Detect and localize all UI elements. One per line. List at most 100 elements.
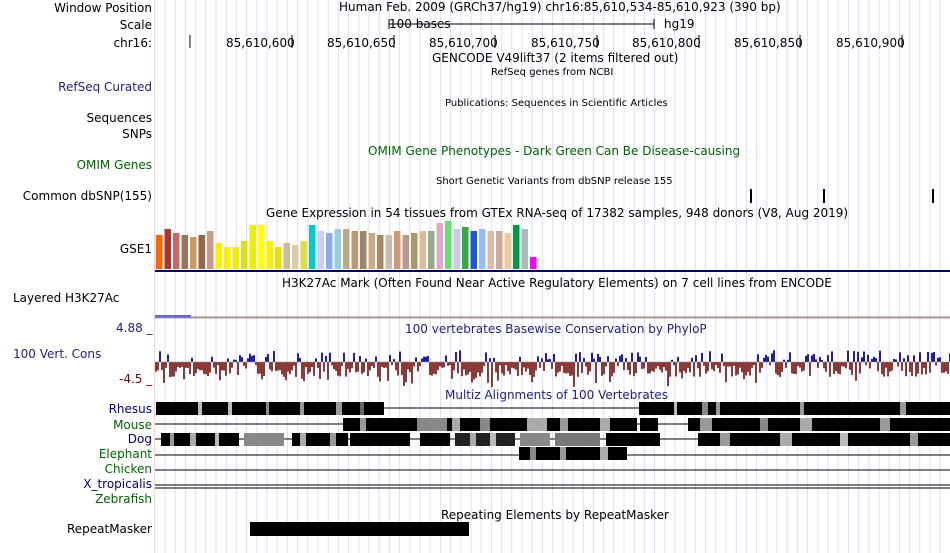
- phylop-neg-bar: [199, 362, 201, 371]
- species-label-mouse[interactable]: Mouse: [113, 418, 152, 432]
- phylop-pos-bar: [425, 356, 427, 362]
- phylop-neg-bar: [417, 362, 419, 372]
- phylop-neg-bar: [303, 362, 305, 382]
- phylop-pos-bar: [671, 359, 673, 362]
- phylop-neg-bar: [477, 362, 479, 373]
- repeat-label[interactable]: RepeatMasker: [66, 522, 152, 536]
- phylop-pos-bar: [459, 350, 461, 362]
- phylop-neg-bar: [565, 362, 567, 374]
- phylop-neg-bar: [689, 362, 691, 373]
- phylop-neg-bar: [869, 362, 871, 369]
- alignment-gap-rhesus: [674, 402, 677, 415]
- alignment-block-dog: [455, 433, 515, 446]
- alignment-gap-mouse: [452, 418, 460, 431]
- snp-mark: [750, 189, 752, 203]
- phylop-pos-bar: [913, 355, 915, 362]
- phylop-pos-bar: [239, 355, 241, 362]
- phylop-neg-bar: [411, 362, 413, 384]
- phylop-neg-bar: [419, 362, 421, 367]
- phylop-neg-bar: [921, 362, 923, 375]
- phylop-neg-bar: [777, 362, 779, 376]
- phylop-neg-bar: [897, 362, 899, 367]
- phylop-neg-bar: [725, 362, 727, 383]
- phylop-neg-bar: [471, 362, 473, 383]
- phylop-neg-bar: [585, 362, 587, 367]
- gtex-bar: [513, 225, 520, 269]
- phylop-pos-bar: [879, 350, 881, 362]
- species-label-rhesus[interactable]: Rhesus: [108, 402, 152, 416]
- phylop-neg-bar: [647, 362, 649, 374]
- phylop-neg-bar: [225, 362, 227, 376]
- alignment-gap-dog: [470, 433, 476, 446]
- phylop-neg-bar: [577, 362, 579, 377]
- gtex-bar: [300, 241, 307, 269]
- phylop-neg-bar: [277, 362, 279, 371]
- grid-lines: [164, 0, 941, 553]
- species-label-dog[interactable]: Dog: [127, 432, 152, 446]
- species-label-zebrafish[interactable]: Zebrafish: [95, 492, 152, 506]
- phylop-neg-bar: [407, 362, 409, 370]
- phylop-pos-bar: [853, 351, 855, 362]
- phylop-pos-bar: [575, 353, 577, 362]
- phylop-pos-bar: [321, 352, 323, 362]
- phylop-neg-bar: [347, 362, 349, 369]
- phylop-neg-bar: [551, 362, 553, 369]
- phylop-neg-bar: [533, 362, 535, 377]
- phylop-neg-bar: [889, 362, 891, 372]
- scale-label: Scale: [119, 18, 152, 32]
- gtex-bar: [156, 235, 163, 269]
- phylop-neg-bar: [539, 362, 541, 368]
- phylop-neg-bar: [717, 362, 719, 368]
- phylop-neg-bar: [223, 362, 225, 371]
- phylop-pos-bar: [265, 356, 267, 362]
- snps-label[interactable]: SNPs: [122, 127, 152, 141]
- phylop-pos-bar: [695, 355, 697, 362]
- phylop-neg-bar: [705, 362, 707, 374]
- phylop-neg-bar: [195, 362, 197, 374]
- phylop-neg-bar: [301, 362, 303, 379]
- phylop-neg-bar: [311, 362, 313, 368]
- phylop-neg-bar: [333, 362, 335, 370]
- phylop-neg-bar: [331, 362, 333, 366]
- species-label-elephant[interactable]: Elephant: [98, 447, 152, 461]
- omim-label[interactable]: OMIM Genes: [76, 158, 152, 172]
- phylop-neg-bar: [213, 362, 215, 368]
- phylop-label[interactable]: 100 Vert. Cons: [13, 347, 102, 361]
- alignment-block-dog: [555, 433, 600, 446]
- phylop-neg-bar: [511, 362, 513, 368]
- phylop-pos-bar: [329, 352, 331, 362]
- species-label-chicken[interactable]: Chicken: [104, 462, 152, 476]
- phylop-pos-bar: [619, 355, 621, 362]
- gtex-label[interactable]: GSE1: [119, 242, 152, 256]
- h3k27ac-label[interactable]: Layered H3K27Ac: [13, 291, 120, 305]
- phylop-neg-bar: [667, 362, 669, 387]
- phylop-neg-bar: [165, 362, 167, 368]
- alignment-gap-dog: [780, 433, 792, 446]
- phylop-neg-bar: [177, 362, 179, 368]
- phylop-neg-bar: [817, 362, 819, 368]
- alignment-gap-elephant: [560, 447, 566, 460]
- alignment-block-dog: [161, 433, 239, 446]
- phylop-neg-bar: [759, 362, 761, 373]
- phylop-neg-bar: [803, 362, 805, 371]
- phylop-neg-bar: [171, 362, 173, 377]
- gtex-bar: [334, 229, 341, 269]
- phylop-neg-bar: [659, 362, 661, 370]
- phylop-neg-bar: [467, 362, 469, 375]
- dbsnp-label[interactable]: Common dbSNP(155): [22, 189, 152, 203]
- gtex-title: Gene Expression in 54 tissues from GTEx …: [266, 206, 849, 220]
- phylop-neg-bar: [559, 362, 561, 372]
- alignment-block-mouse: [527, 418, 547, 431]
- gtex-bar: [215, 243, 222, 269]
- sequences-label[interactable]: Sequences: [86, 111, 152, 125]
- species-label-xtropicalis[interactable]: X_tropicalis: [83, 477, 152, 491]
- phylop-neg-bar: [463, 362, 465, 370]
- phylop-neg-bar: [291, 362, 293, 371]
- phylop-neg-bar: [229, 362, 231, 374]
- refseq-label[interactable]: RefSeq Curated: [58, 80, 152, 94]
- phylop-neg-bar: [741, 362, 743, 373]
- gencode-title[interactable]: GENCODE V49lift37 (2 items filtered out): [432, 51, 679, 65]
- phylop-neg-bar: [693, 362, 695, 377]
